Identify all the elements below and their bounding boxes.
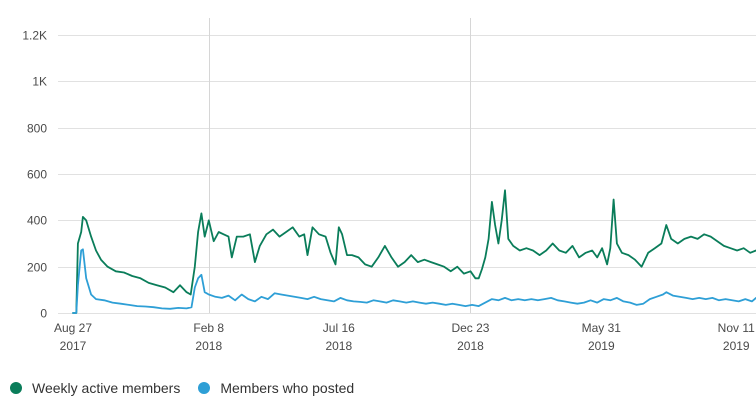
series-line-weekly-active-members [72, 189, 756, 314]
y-axis-ticks: 0 200 400 600 800 1K 1.2K [22, 29, 47, 321]
x-tick-label: Aug 27 [54, 321, 92, 335]
x-tick-label: May 31 [582, 321, 622, 335]
legend-label: Members who posted [220, 380, 355, 396]
x-tick-year: 2018 [325, 339, 352, 353]
x-tick-label: Nov 11 [718, 321, 755, 335]
x-tick-year: 2019 [588, 339, 615, 353]
legend-dot-icon [10, 382, 22, 394]
legend-dot-icon [198, 382, 211, 394]
legend-item-members-who-posted[interactable]: Members who posted [198, 380, 354, 396]
x-tick-label: Jul 16 [323, 321, 355, 335]
series-lines [72, 189, 756, 314]
y-tick-label: 200 [27, 261, 47, 275]
y-tick-label: 600 [27, 168, 47, 182]
x-tick-year: 2017 [60, 339, 87, 353]
y-tick-label: 1K [32, 75, 47, 89]
x-tick-label: Dec 23 [451, 321, 489, 335]
x-tick-year: 2018 [457, 339, 484, 353]
series-line-members-who-posted [72, 248, 756, 314]
y-tick-label: 800 [27, 122, 47, 136]
legend-item-weekly-active-members[interactable]: Weekly active members [10, 380, 180, 396]
y-tick-label: 400 [27, 214, 47, 228]
legend: Weekly active members Members who posted [10, 380, 372, 396]
legend-label: Weekly active members [32, 380, 181, 396]
y-tick-label: 0 [40, 307, 47, 321]
x-tick-year: 2018 [195, 339, 222, 353]
x-tick-year: 2019 [723, 339, 750, 353]
gridlines [58, 18, 756, 314]
y-tick-label: 1.2K [22, 29, 47, 43]
x-tick-label: Feb 8 [193, 321, 224, 335]
x-axis-ticks: Aug 27 2017 Feb 8 2018 Jul 16 2018 Dec 23 2018 M… [54, 321, 755, 353]
